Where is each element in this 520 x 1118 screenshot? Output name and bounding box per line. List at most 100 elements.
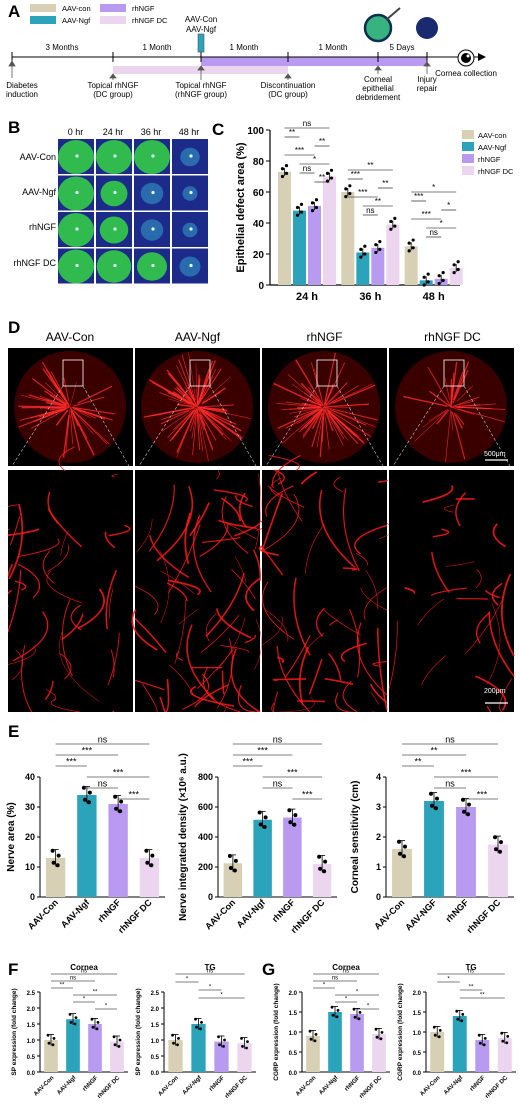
bar — [452, 1016, 467, 1072]
bar — [214, 1041, 229, 1072]
data-point — [223, 1038, 226, 1042]
event-diabetes: Diabetes induction — [6, 81, 38, 99]
data-point — [426, 272, 430, 276]
interval-1: 3 Months — [46, 43, 79, 52]
y-axis-label: CGRP expression (fold change) — [273, 983, 280, 1080]
sig-label: ** — [375, 197, 381, 206]
data-point — [499, 840, 503, 845]
data-point — [81, 785, 86, 790]
y-tick-label: 3 — [376, 802, 381, 812]
data-point — [112, 1035, 116, 1039]
data-point — [348, 184, 352, 188]
data-point — [411, 238, 415, 242]
data-point — [398, 851, 402, 856]
sp-cornea-chart: Cornea 0.0 0.5 1.0 1.5 2.0 2.5 SP expression (f… — [11, 963, 128, 1100]
data-point — [149, 863, 154, 868]
data-point — [505, 1041, 509, 1045]
collection-eye-icon — [457, 49, 475, 67]
data-point — [314, 205, 319, 210]
sig-label: ** — [319, 137, 325, 146]
bar — [424, 801, 444, 897]
data-point — [46, 1033, 50, 1037]
y-tick-label: 0.0 — [27, 1071, 36, 1077]
sig-label: *** — [113, 768, 124, 778]
data-point — [461, 1013, 465, 1016]
data-point — [114, 806, 119, 811]
scale-bar-top-label: 500μm — [484, 451, 506, 458]
data-point — [55, 863, 60, 868]
data-point — [435, 796, 439, 801]
time-0: 0 hr — [67, 127, 84, 137]
data-point — [374, 250, 378, 255]
data-point — [50, 848, 55, 853]
debridement-eye-icon — [363, 7, 401, 43]
interval-4: 1 Month — [319, 43, 348, 52]
x-tick-label: 24 h — [296, 291, 318, 303]
data-point — [375, 1035, 379, 1039]
micrograph — [135, 348, 260, 467]
sig-label: *** — [351, 170, 360, 179]
x-tick-label: rhNGF — [96, 897, 123, 924]
panel-label-b: B — [8, 118, 21, 137]
sig-label: *** — [295, 146, 304, 155]
micrograph-grid — [8, 348, 515, 712]
sig-label: *** — [421, 210, 430, 219]
y-tick-label: 4 — [376, 772, 381, 782]
time-48: 48 hr — [178, 127, 200, 137]
data-point — [314, 198, 319, 202]
data-point — [363, 244, 367, 248]
row-rhngf: rhNGF — [29, 222, 56, 232]
data-point — [172, 1041, 175, 1045]
x-tick-label: rhNGF — [444, 897, 471, 924]
y-tick-label: 1 — [376, 862, 381, 872]
sig-label: ** — [367, 161, 373, 170]
bar — [45, 858, 66, 897]
y-tick-label: 40 — [253, 219, 265, 230]
data-point — [314, 1033, 318, 1036]
bar — [108, 804, 128, 897]
data-point — [299, 210, 304, 214]
data-point — [432, 1025, 436, 1029]
y-tick-label: 80 — [253, 157, 265, 168]
sig-label: ns — [303, 120, 311, 128]
x-tick-label: 36 h — [359, 291, 381, 303]
data-point — [329, 176, 334, 180]
data-point — [171, 1033, 174, 1037]
eye-photo — [58, 248, 94, 284]
sig-label: ns — [273, 779, 283, 789]
legend-label: AAV-con — [478, 131, 507, 140]
x-tick-label: rhNGF — [344, 1075, 362, 1093]
data-point — [380, 1031, 384, 1034]
legend-aav-con: AAV-con — [62, 4, 91, 13]
data-point — [284, 171, 289, 175]
col-aav-con: AAV-Con — [45, 330, 95, 344]
sig-label: ns — [366, 206, 374, 215]
bar — [392, 849, 412, 897]
sig-label: ** — [289, 128, 295, 137]
y-axis-label: Epithelial defect area (%) — [235, 142, 247, 273]
y-tick-label: 0.5 — [289, 1051, 298, 1057]
data-point — [323, 859, 328, 864]
data-point — [379, 1037, 383, 1041]
sig-label: *** — [287, 768, 298, 778]
data-point — [262, 824, 267, 829]
data-point — [462, 809, 466, 814]
data-point — [433, 1033, 437, 1037]
x-tick-label: AAV-Con — [203, 897, 237, 931]
sig-label: ** — [93, 990, 98, 996]
y-axis-label: CGRP expression (fold change) — [397, 983, 404, 1080]
data-point — [407, 249, 411, 253]
y-tick-label: 0 — [30, 892, 35, 902]
sig-label: ** — [414, 757, 422, 767]
sig-label: * — [345, 997, 348, 1003]
legend-rhngf-dc: rhNGF DC — [132, 16, 168, 25]
bar — [139, 858, 160, 897]
data-point — [96, 1021, 100, 1024]
sig-label: * — [356, 990, 359, 996]
data-point — [51, 1043, 55, 1047]
data-point — [482, 1043, 486, 1047]
corneal-sensitivity-chart: 0 1 2 3 4 Corneal sensitivity (cm) AAV-ConAAV-… — [350, 735, 514, 935]
data-point — [295, 213, 300, 217]
bar — [308, 205, 321, 285]
data-point — [466, 812, 470, 817]
